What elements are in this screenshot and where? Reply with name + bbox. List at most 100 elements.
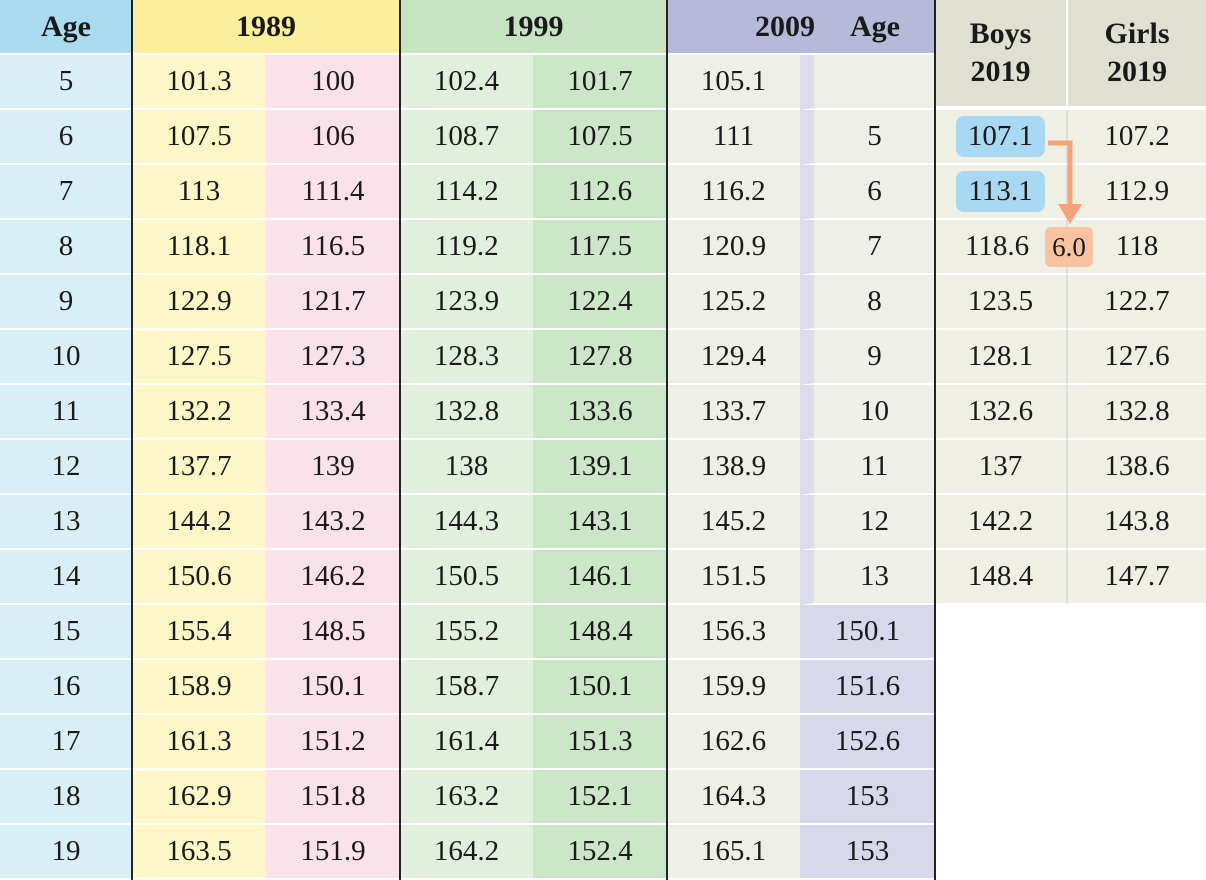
value-cell: 152.1 — [533, 770, 667, 825]
value-cell: 127.5 — [132, 330, 266, 385]
value-cell: 144.2 — [132, 495, 266, 550]
header-2009: 2009 — [730, 0, 840, 55]
age-cell: 14 — [0, 550, 132, 605]
value-cell: 146.2 — [266, 550, 400, 605]
value-cell: 114.2 — [400, 165, 533, 220]
value-cell: 150.6 — [132, 550, 266, 605]
header-1989: 1989 — [132, 0, 400, 55]
value-cell: 116.5 — [266, 220, 400, 275]
value-cell: 123.9 — [400, 275, 533, 330]
value-cell: 133.6 — [533, 385, 667, 440]
age-2019-cell: 13 — [800, 550, 935, 605]
value-cell: 107.5 — [533, 110, 667, 165]
value-cell: 150.5 — [400, 550, 533, 605]
highlighted-value: 107.1 — [955, 116, 1046, 157]
value-cell: 156.3 — [667, 605, 800, 660]
age-2019-cell: 5 — [800, 110, 935, 165]
value-cell: 139.1 — [533, 440, 667, 495]
value-cell: 125.2 — [667, 275, 800, 330]
value-cell: 122.4 — [533, 275, 667, 330]
value-cell: 151.8 — [266, 770, 400, 825]
value-cell: 159.9 — [667, 660, 800, 715]
value-cell: 164.3 — [667, 770, 800, 825]
value-cell: 116.2 — [667, 165, 800, 220]
value-cell: 152.4 — [533, 825, 667, 880]
column-rule — [399, 0, 401, 880]
value-cell: 148.4 — [533, 605, 667, 660]
value-cell: 153 — [800, 770, 935, 825]
value-cell: 113.1 — [935, 165, 1068, 220]
value-cell: 151.9 — [266, 825, 400, 880]
value-cell: 107.2 — [1068, 110, 1206, 165]
value-cell: 108.7 — [400, 110, 533, 165]
value-cell: 113 — [132, 165, 266, 220]
age-cell: 10 — [0, 330, 132, 385]
value-cell: 150.1 — [266, 660, 400, 715]
value-cell: 118.1 — [132, 220, 266, 275]
age-cell: 15 — [0, 605, 132, 660]
value-cell: 143.2 — [266, 495, 400, 550]
value-cell: 128.3 — [400, 330, 533, 385]
value-cell: 151.6 — [800, 660, 935, 715]
value-cell: 158.9 — [132, 660, 266, 715]
age-cell: 16 — [0, 660, 132, 715]
value-cell: 117.5 — [533, 220, 667, 275]
value-cell: 102.4 — [400, 55, 533, 110]
age-2019-cell: 11 — [800, 440, 935, 495]
header-age: Age — [0, 0, 132, 55]
value-cell: 132.6 — [935, 385, 1068, 440]
column-rule — [934, 0, 936, 880]
value-cell: 158.7 — [400, 660, 533, 715]
difference-badge: 6.0 — [1045, 227, 1093, 267]
age-cell: 18 — [0, 770, 132, 825]
value-cell: 101.3 — [132, 55, 266, 110]
value-cell: 162.9 — [132, 770, 266, 825]
value-cell: 163.2 — [400, 770, 533, 825]
value-cell: 162.6 — [667, 715, 800, 770]
value-cell: 123.5 — [935, 275, 1068, 330]
value-cell: 111.4 — [266, 165, 400, 220]
value-cell: 155.2 — [400, 605, 533, 660]
value-cell: 100 — [266, 55, 400, 110]
value-cell: 150.1 — [533, 660, 667, 715]
value-cell: 164.2 — [400, 825, 533, 880]
value-cell: 153 — [800, 825, 935, 880]
value-cell: 165.1 — [667, 825, 800, 880]
value-cell: 151.3 — [533, 715, 667, 770]
value-cell: 155.4 — [132, 605, 266, 660]
value-cell: 142.2 — [935, 495, 1068, 550]
value-cell: 143.1 — [533, 495, 667, 550]
age-2019-cell: 6 — [800, 165, 935, 220]
highlighted-value: 113.1 — [956, 171, 1045, 212]
value-cell: 151.5 — [667, 550, 800, 605]
value-cell: 161.4 — [400, 715, 533, 770]
value-cell: 150.1 — [800, 605, 935, 660]
value-cell: 147.7 — [1068, 550, 1206, 605]
value-cell: 106 — [266, 110, 400, 165]
value-cell: 161.3 — [132, 715, 266, 770]
value-cell: 143.8 — [1068, 495, 1206, 550]
age-cell: 17 — [0, 715, 132, 770]
value-cell: 146.1 — [533, 550, 667, 605]
value-cell: 107.5 — [132, 110, 266, 165]
value-cell: 144.3 — [400, 495, 533, 550]
header-girls-2019: Girls 2019 — [1068, 0, 1206, 108]
value-cell: 148.5 — [266, 605, 400, 660]
value-cell: 148.4 — [935, 550, 1068, 605]
value-cell: 128.1 — [935, 330, 1068, 385]
age-cell: 11 — [0, 385, 132, 440]
value-cell: 138.6 — [1068, 440, 1206, 495]
age-2019-cell: 7 — [800, 220, 935, 275]
value-cell: 107.1 — [935, 110, 1068, 165]
value-cell: 101.7 — [533, 55, 667, 110]
value-cell: 132.8 — [1068, 385, 1206, 440]
value-cell: 132.2 — [132, 385, 266, 440]
age-cell: 6 — [0, 110, 132, 165]
value-cell: 127.3 — [266, 330, 400, 385]
age-2019-cell — [800, 55, 935, 110]
value-cell: 112.6 — [533, 165, 667, 220]
age-2019-cell: 9 — [800, 330, 935, 385]
column-rule — [131, 0, 133, 880]
age-cell: 5 — [0, 55, 132, 110]
